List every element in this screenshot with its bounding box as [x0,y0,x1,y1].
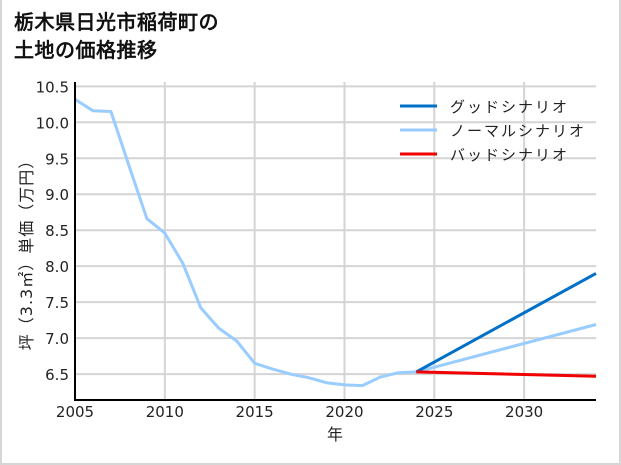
axes [74,82,596,401]
x-axis-ticks: 2005 2010 2015 2020 2025 2030 [56,403,543,421]
chart-title: 栃木県日光市稲荷町の 土地の価格推移 [14,8,219,64]
legend-label-bad: バッドシナリオ [450,146,569,164]
y-tick-label: 9.5 [45,150,69,168]
x-tick-label: 2030 [505,403,543,421]
x-tick-label: 2020 [325,403,363,421]
series-good-line [415,272,597,374]
y-tick-label: 6.5 [45,366,69,384]
x-axis-label: 年 [326,425,344,444]
x-tick-label: 2015 [236,403,274,421]
y-tick-label: 8.0 [45,258,69,276]
x-tick-label: 2005 [56,403,94,421]
y-tick-label: 7.5 [45,294,69,312]
series-normal-line [74,98,597,388]
x-tick-label: 2025 [415,403,453,421]
legend-label-good: グッドシナリオ [450,98,569,116]
series-bad-line [416,370,597,378]
y-axis-ticks: 6.5 7.0 7.5 8.0 8.5 9.0 9.5 10.0 10.5 [36,78,69,384]
chart-title-line1: 栃木県日光市稲荷町の [14,10,219,34]
x-tick-label: 2010 [146,403,184,421]
y-tick-label: 10.0 [36,114,69,132]
y-tick-label: 8.5 [45,222,69,240]
plot-series [74,98,597,388]
legend-label-normal: ノーマルシナリオ [450,122,586,140]
chart-title-line2: 土地の価格推移 [14,38,158,62]
y-tick-label: 10.5 [36,78,69,96]
y-tick-label: 9.0 [45,186,69,204]
y-tick-label: 7.0 [45,330,69,348]
y-axis-label: 坪（3.3㎡）単価（万円） [17,151,36,351]
